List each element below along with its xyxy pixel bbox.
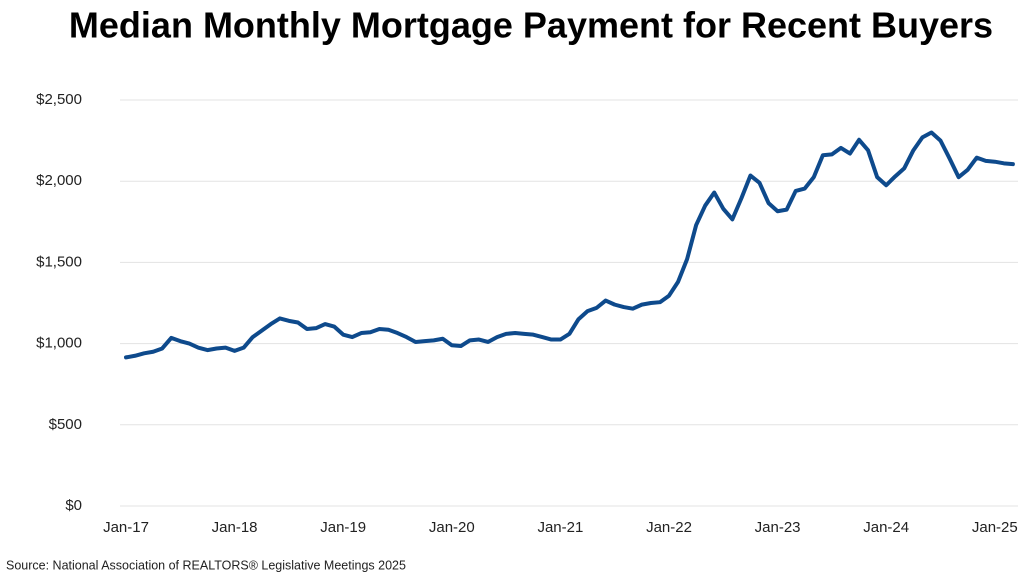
y-tick-label: $2,000 — [36, 172, 82, 189]
x-tick-label: Jan-25 — [972, 519, 1018, 536]
y-tick-label: $1,000 — [36, 335, 82, 352]
chart-title: Median Monthly Mortgage Payment for Rece… — [69, 5, 993, 46]
y-tick-label: $500 — [49, 416, 82, 433]
data-line — [124, 130, 1015, 360]
x-tick-label: Jan-18 — [212, 519, 258, 536]
x-tick-label: Jan-19 — [320, 519, 366, 536]
x-tick-label: Jan-20 — [429, 519, 475, 536]
x-tick-label: Jan-17 — [103, 519, 149, 536]
y-tick-label: $2,500 — [36, 91, 82, 108]
x-tick-label: Jan-24 — [863, 519, 909, 536]
x-tick-label: Jan-21 — [537, 519, 583, 536]
y-tick-label: $0 — [65, 497, 82, 514]
x-tick-label: Jan-22 — [646, 519, 692, 536]
x-tick-label: Jan-23 — [755, 519, 801, 536]
y-tick-label: $1,500 — [36, 253, 82, 270]
source-note: Source: National Association of REALTORS… — [6, 558, 406, 572]
